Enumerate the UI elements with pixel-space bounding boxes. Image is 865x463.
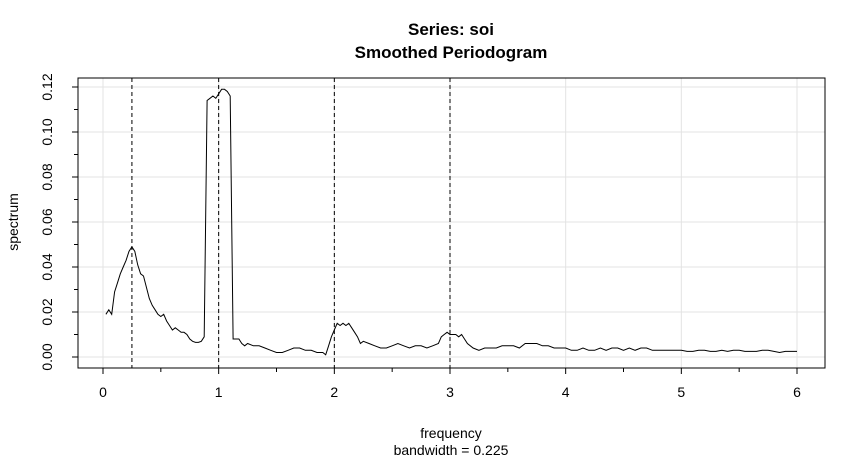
x-tick-label: 1	[215, 384, 223, 400]
series-layer	[105, 88, 797, 356]
spectrum-line	[105, 88, 797, 356]
x-axis-note: bandwidth = 0.225	[394, 442, 509, 458]
x-axis-label: frequency	[420, 425, 481, 441]
y-tick-label: 0.10	[39, 118, 55, 145]
grid	[78, 78, 825, 368]
x-tick-label: 5	[677, 384, 685, 400]
x-tick-label: 6	[793, 384, 801, 400]
chart-subtitle: Smoothed Periodogram	[355, 43, 548, 62]
y-tick-label: 0.00	[39, 343, 55, 370]
reference-lines	[131, 78, 451, 368]
y-tick-label: 0.12	[39, 73, 55, 100]
plot-frame	[77, 77, 826, 369]
y-axis: 0.00 0.02 0.04 0.06 0.08 0.10 0.12	[39, 73, 79, 371]
x-tick-label: 4	[562, 384, 570, 400]
y-tick-label: 0.06	[39, 208, 55, 235]
chart-title: Series: soi	[408, 20, 494, 39]
x-tick-label: 0	[99, 384, 107, 400]
y-tick-label: 0.08	[39, 163, 55, 190]
y-tick-label: 0.04	[39, 253, 55, 280]
x-axis: 0 1 2 3 4 5 6	[99, 367, 801, 400]
y-axis-label: spectrum	[5, 193, 21, 251]
y-tick-label: 0.02	[39, 298, 55, 325]
x-tick-label: 3	[446, 384, 454, 400]
x-tick-label: 2	[330, 384, 338, 400]
